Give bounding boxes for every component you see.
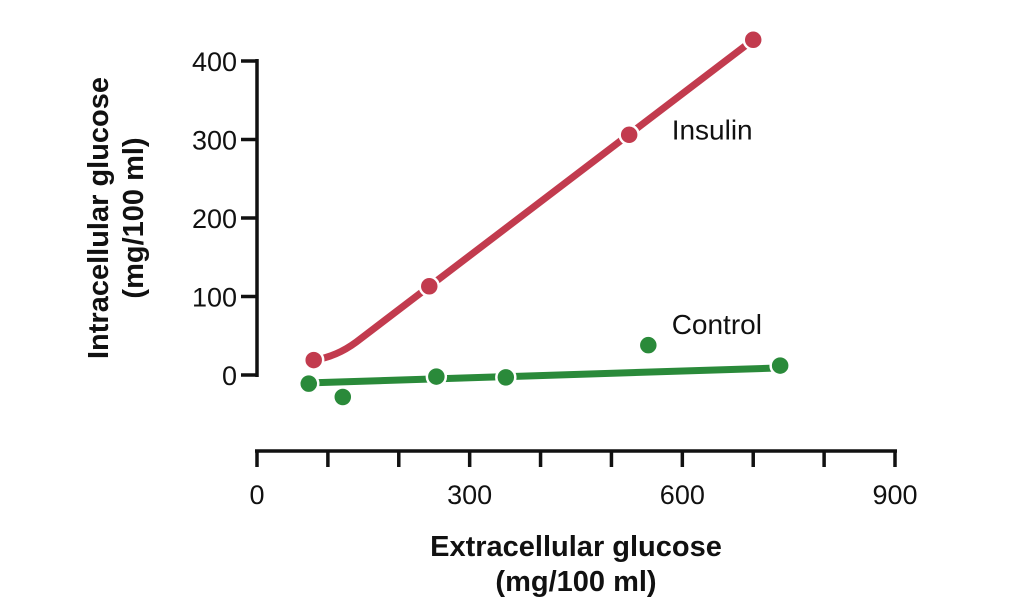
- x-axis-title-line-2: (mg/100 ml): [495, 566, 656, 598]
- control-data-point: [769, 354, 791, 377]
- y-tick-label: 0: [222, 361, 237, 391]
- x-axis-title-line-1: Extracellular glucose: [430, 531, 722, 563]
- insulin-data-point: [742, 29, 764, 51]
- x-tick-label: 300: [447, 480, 492, 510]
- y-axis-title-line-1: Intracellular glucose: [83, 77, 115, 359]
- insulin-data-point: [302, 349, 325, 371]
- insulin-series-label: Insulin: [672, 115, 753, 146]
- control-data-point: [297, 372, 320, 395]
- control-data-point: [425, 365, 448, 388]
- x-tick-label: 600: [660, 480, 705, 510]
- insulin-data-point: [418, 275, 441, 298]
- y-axis: 0 100 200 300 400: [192, 47, 259, 391]
- insulin-data-point: [618, 124, 640, 146]
- x-tick-label: 0: [249, 480, 264, 510]
- control-data-point: [495, 366, 517, 389]
- y-axis-title-line-2: (mg/100 ml): [118, 137, 150, 298]
- control-fit-line: [306, 364, 784, 387]
- y-tick-label: 400: [192, 47, 237, 77]
- x-axis: 0 300 600 900: [249, 449, 918, 510]
- plot-area: Insulin Control: [297, 29, 791, 408]
- y-tick-label: 200: [192, 204, 237, 234]
- control-data-point: [637, 334, 660, 356]
- control-data-point: [332, 386, 354, 408]
- y-tick-label: 100: [192, 283, 237, 313]
- y-tick-label: 300: [192, 126, 237, 156]
- x-tick-label: 900: [872, 480, 917, 510]
- control-series-label: Control: [672, 309, 762, 340]
